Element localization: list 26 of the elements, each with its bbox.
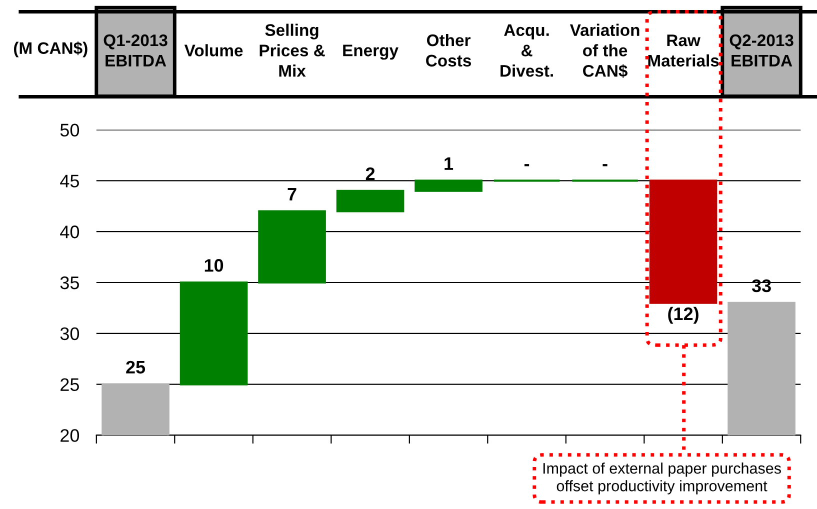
y-tick-label: 45 xyxy=(60,174,79,188)
x-tick-label: Selling Prices & Mix xyxy=(260,24,325,77)
x-tick-label: Q1-2013 EBITDA xyxy=(104,34,168,66)
x-tick-label: Energy xyxy=(343,44,398,60)
y-tick-label: 25 xyxy=(60,378,79,392)
x-tick-label: Q2-2013 EBITDA xyxy=(730,34,794,66)
data-label: - xyxy=(524,164,530,166)
text: Impact of external paper purchases offset productivity improvement xyxy=(543,462,781,494)
data-label: 1 xyxy=(444,157,454,170)
x-tick-label: Volume xyxy=(184,44,243,56)
data-label: 10 xyxy=(204,259,224,272)
y-tick-label: 30 xyxy=(60,327,80,340)
y-tick-label: 35 xyxy=(60,276,79,290)
data-label: 2 xyxy=(366,167,375,180)
data-label: - xyxy=(602,164,608,166)
x-tick-label: Acqu. & Divest. xyxy=(500,24,553,77)
y-tick-label: 20 xyxy=(60,429,80,442)
x-tick-label: Variation of the CAN$ xyxy=(570,24,640,78)
y-tick-label: 50 xyxy=(60,124,80,137)
data-label: 7 xyxy=(288,188,296,200)
data-label: 25 xyxy=(126,360,146,374)
data-label: (12) xyxy=(668,306,698,324)
y-axis-title: (M CAN$) xyxy=(14,41,88,58)
x-tick-label: Other Costs xyxy=(426,34,472,67)
x-tick-label: Raw Materials xyxy=(648,34,719,67)
y-tick-label: 40 xyxy=(60,226,80,238)
